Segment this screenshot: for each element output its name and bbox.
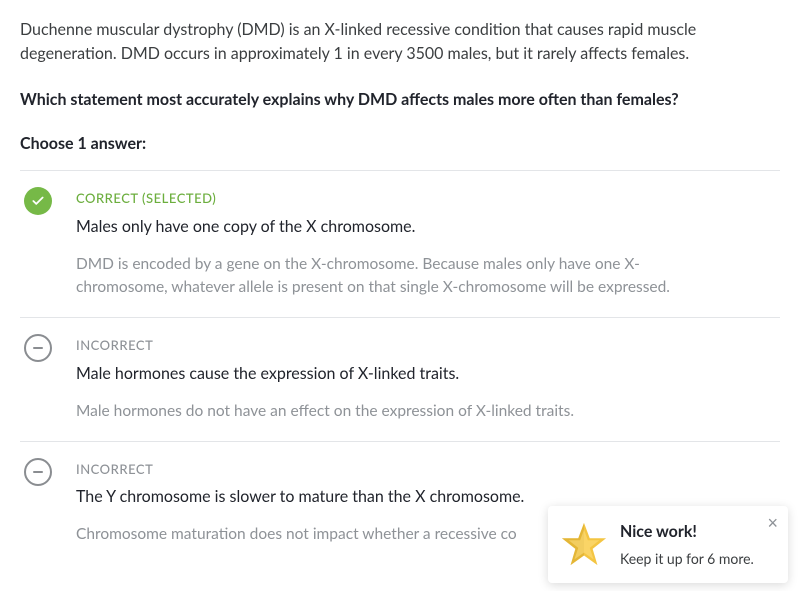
answer-status: CORRECT (SELECTED) xyxy=(76,189,780,209)
answer-option[interactable]: INCORRECT Male hormones cause the expres… xyxy=(20,318,780,441)
answer-option[interactable]: CORRECT (SELECTED) Males only have one c… xyxy=(20,171,780,317)
answer-status: INCORRECT xyxy=(76,336,780,356)
answer-text: Male hormones cause the expression of X-… xyxy=(76,362,780,386)
answer-explanation: DMD is encoded by a gene on the X-chromo… xyxy=(76,253,716,300)
star-icon xyxy=(560,521,608,569)
toast-title: Nice work! xyxy=(620,520,774,544)
answer-text: Males only have one copy of the X chromo… xyxy=(76,215,780,239)
question-intro: Duchenne muscular dystrophy (DMD) is an … xyxy=(20,18,780,66)
question-prompt: Which statement most accurately explains… xyxy=(20,88,780,112)
checkmark-icon xyxy=(24,187,52,215)
answer-status: INCORRECT xyxy=(76,460,780,480)
minus-icon xyxy=(24,458,52,486)
minus-icon xyxy=(24,334,52,362)
choose-one-label: Choose 1 answer: xyxy=(20,132,780,156)
feedback-toast: × Nice work! Keep it up for 6 more. xyxy=(548,506,788,583)
toast-subtitle: Keep it up for 6 more. xyxy=(620,548,774,569)
answer-explanation: Male hormones do not have an effect on t… xyxy=(76,400,716,423)
close-icon[interactable]: × xyxy=(767,514,778,532)
